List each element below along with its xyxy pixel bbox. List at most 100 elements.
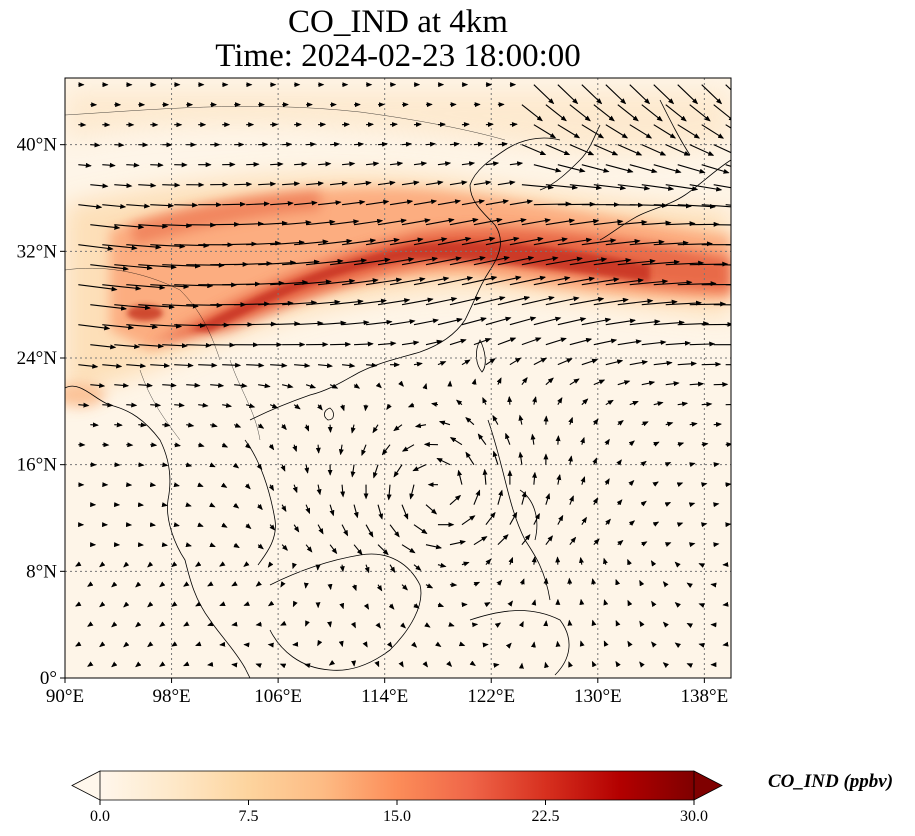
wind-arrow <box>497 255 535 266</box>
wind-arrow <box>87 621 94 627</box>
wind-arrow <box>198 402 209 408</box>
wind-arrow <box>616 459 622 466</box>
wind-arrow <box>126 284 166 290</box>
wind-arrow <box>389 161 404 167</box>
wind-arrow <box>210 382 225 388</box>
map-title-line1: CO_IND at 4km <box>288 4 508 40</box>
wind-arrow <box>114 264 153 271</box>
wind-arrow <box>617 339 642 346</box>
wind-arrow <box>629 124 653 139</box>
wind-arrow <box>401 504 409 520</box>
wind-arrow <box>209 502 216 508</box>
wind-arrow <box>376 584 383 592</box>
wind-arrow <box>258 383 271 389</box>
wind-arrow <box>102 363 123 369</box>
wind-arrow <box>425 218 455 226</box>
wind-arrow <box>676 522 684 528</box>
wind-arrow <box>617 298 654 306</box>
y-tick-label: 40°N <box>17 135 58 156</box>
wind-arrow <box>269 524 276 531</box>
colorbar-tick-label: 30.0 <box>680 808 708 825</box>
wind-arrow <box>246 280 285 286</box>
wind-arrow <box>258 220 288 226</box>
wind-arrow <box>207 621 214 627</box>
wind-arrow <box>581 358 599 366</box>
wind-arrow <box>256 463 263 470</box>
wind-arrow <box>700 522 708 528</box>
wind-arrow <box>111 661 118 668</box>
wind-arrow <box>413 603 420 609</box>
wind-arrow <box>437 276 474 286</box>
wind-arrow <box>738 305 774 306</box>
wind-arrow <box>641 144 667 156</box>
wind-arrow <box>627 558 632 566</box>
wind-arrow <box>329 258 368 266</box>
wind-arrow <box>725 324 731 326</box>
wind-arrow <box>183 581 190 587</box>
wind-arrow <box>568 661 573 668</box>
wind-arrow <box>401 180 420 186</box>
wind-arrow <box>686 582 693 588</box>
wind-arrow <box>593 219 624 226</box>
wind-arrow <box>138 264 177 270</box>
wind-arrow <box>545 337 567 346</box>
wind-arrow <box>605 518 611 526</box>
wind-arrow <box>569 337 593 346</box>
wind-arrow <box>592 457 597 465</box>
wind-arrow <box>449 296 482 306</box>
x-axis: 90°E 98°E 106°E 114°E 122°E 130°E 138°E <box>46 678 728 707</box>
wind-arrow <box>446 660 453 667</box>
wind-arrow <box>485 358 496 366</box>
wind-arrow <box>126 363 147 369</box>
wind-arrow <box>545 218 576 226</box>
wind-arrow <box>268 484 275 492</box>
co-concentration-field <box>65 90 731 407</box>
wind-arrow <box>267 600 275 607</box>
wind-arrow <box>557 237 593 246</box>
wind-arrow <box>195 601 202 607</box>
x-tick-label: 130°E <box>574 686 622 707</box>
wind-arrow <box>461 199 486 206</box>
wind-arrow <box>545 535 553 545</box>
wind-arrow <box>437 199 462 206</box>
wind-arrow <box>437 602 445 608</box>
wind-arrow <box>701 204 731 208</box>
wind-arrow <box>220 482 228 488</box>
wind-arrow <box>393 424 403 432</box>
wind-arrow <box>389 319 416 326</box>
wind-arrow <box>579 556 584 565</box>
wind-arrow <box>365 199 390 206</box>
wind-arrow <box>497 534 509 546</box>
wind-arrow <box>557 276 596 286</box>
wind-arrow <box>725 84 731 91</box>
wind-arrow <box>162 382 177 388</box>
wind-arrow <box>268 443 275 451</box>
wind-arrow <box>327 583 333 591</box>
wind-arrow <box>615 660 621 668</box>
wind-arrow <box>579 640 585 647</box>
wind-arrow <box>664 502 672 507</box>
wind-arrow <box>209 542 216 548</box>
wind-arrow <box>701 164 730 174</box>
wind-arrow <box>665 260 705 266</box>
wind-arrow <box>257 423 265 429</box>
wind-arrow <box>341 278 379 286</box>
wind-arrow <box>270 321 301 327</box>
wind-arrow <box>401 256 439 266</box>
wind-arrow <box>641 259 681 266</box>
wind-arrow <box>329 504 335 517</box>
wind-arrow <box>652 481 659 487</box>
wind-arrow <box>244 483 251 490</box>
wind-arrow <box>292 562 297 570</box>
wind-arrow <box>162 223 193 229</box>
wind-arrow <box>605 124 629 139</box>
wind-arrow <box>651 641 657 648</box>
wind-arrow <box>78 244 114 251</box>
wind-arrow <box>665 300 703 306</box>
wind-arrow <box>641 340 667 346</box>
wind-arrow <box>569 536 577 546</box>
wind-arrow <box>386 484 392 501</box>
wind-arrow <box>197 482 204 487</box>
wind-arrow <box>581 277 620 286</box>
wind-arrow <box>150 203 175 209</box>
